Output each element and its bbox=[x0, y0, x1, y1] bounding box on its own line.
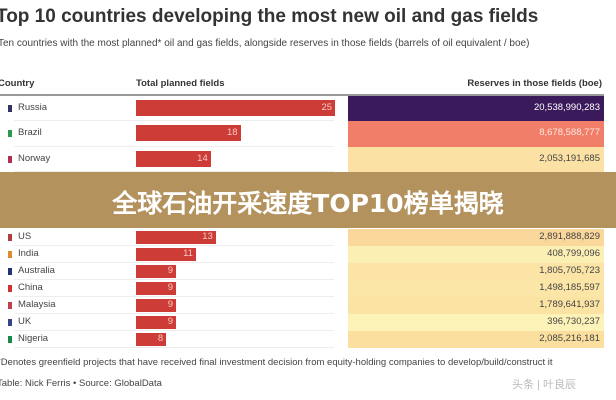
fields-bar: 9 bbox=[136, 282, 177, 295]
fields-bar: 11 bbox=[136, 248, 196, 261]
reserves-cell: 1,498,185,597 bbox=[348, 280, 604, 297]
row-divider bbox=[14, 171, 334, 173]
table-row: Nigeria 8 2,085,216,181 bbox=[0, 331, 604, 348]
fields-bar: 9 bbox=[136, 316, 177, 329]
country-name: Norway bbox=[18, 152, 51, 164]
table-row: UK 9 396,730,237 bbox=[0, 314, 604, 331]
footnote: *Denotes greenfield projects that have r… bbox=[0, 357, 553, 368]
fields-value: 14 bbox=[197, 152, 208, 164]
table-row: Russia 25 20,538,990,283 bbox=[0, 96, 604, 122]
fields-value: 9 bbox=[167, 282, 174, 293]
country-name: Nigeria bbox=[18, 333, 49, 344]
table-row: Norway 14 2,053,191,685 bbox=[0, 146, 604, 173]
reserves-value: 1,805,705,723 bbox=[539, 265, 600, 276]
credit: Table: Nick Ferris • Source: GlobalData bbox=[0, 378, 162, 389]
row-divider bbox=[14, 245, 334, 246]
fields-value: 9 bbox=[167, 316, 174, 327]
chart-subtitle: Ten countries with the most planned* oil… bbox=[0, 38, 530, 49]
column-header-fields: Total planned fields bbox=[136, 78, 225, 89]
country-name: UK bbox=[18, 316, 32, 327]
fields-bar: 9 bbox=[136, 299, 177, 312]
fields-value: 25 bbox=[321, 102, 333, 113]
reserves-value: 8,678,588,777 bbox=[539, 127, 600, 139]
flag-icon bbox=[8, 336, 12, 343]
fields-bar: 8 bbox=[136, 333, 167, 346]
reserves-cell: 396,730,237 bbox=[348, 314, 604, 331]
row-divider bbox=[14, 313, 334, 314]
row-divider bbox=[14, 120, 334, 122]
flag-icon bbox=[8, 234, 12, 241]
table-row: China 9 1,498,185,597 bbox=[0, 280, 604, 297]
reserves-cell: 8,678,588,777 bbox=[348, 121, 604, 147]
reserves-cell: 1,789,641,937 bbox=[348, 297, 604, 314]
country-name: US bbox=[18, 231, 32, 242]
reserves-value: 408,799,096 bbox=[547, 248, 600, 259]
header-divider bbox=[0, 94, 604, 96]
country-name: Russia bbox=[18, 102, 48, 113]
fields-bar: 14 bbox=[136, 150, 211, 167]
reserves-cell: 1,805,705,723 bbox=[348, 263, 604, 280]
fields-bar: 18 bbox=[136, 125, 241, 142]
flag-icon bbox=[8, 251, 12, 258]
table-row: US 13 2,891,888,829 bbox=[0, 229, 604, 246]
fields-value: 9 bbox=[167, 265, 174, 276]
watermark: 头条 | 叶良辰 bbox=[512, 379, 576, 391]
fields-bar: 13 bbox=[136, 231, 216, 244]
row-divider bbox=[14, 330, 334, 331]
column-header-country: Country bbox=[0, 78, 35, 89]
column-header-reserves: Reserves in those fields (boe) bbox=[467, 78, 602, 89]
row-divider bbox=[14, 347, 334, 348]
table-row: Australia 9 1,805,705,723 bbox=[0, 263, 604, 280]
fields-value: 8 bbox=[157, 333, 164, 344]
fields-bar: 25 bbox=[136, 100, 336, 116]
country-name: India bbox=[18, 248, 39, 259]
table-row: India 11 408,799,096 bbox=[0, 246, 604, 263]
country-name: Brazil bbox=[18, 127, 42, 139]
flag-icon bbox=[8, 155, 12, 163]
fields-value: 11 bbox=[183, 248, 193, 259]
fields-value: 18 bbox=[226, 127, 238, 139]
reserves-cell: 2,053,191,685 bbox=[348, 146, 604, 173]
overlay-banner: 全球石油开采速度TOP10榜单揭晓 bbox=[0, 172, 616, 228]
country-name: Australia bbox=[18, 265, 55, 276]
flag-icon bbox=[8, 105, 12, 112]
flag-icon bbox=[8, 268, 12, 275]
reserves-value: 396,730,237 bbox=[547, 316, 600, 327]
fields-value: 9 bbox=[167, 299, 174, 310]
row-divider bbox=[14, 145, 334, 147]
reserves-cell: 408,799,096 bbox=[348, 246, 604, 263]
reserves-value: 2,891,888,829 bbox=[539, 231, 600, 242]
table-row: Brazil 18 8,678,588,777 bbox=[0, 121, 604, 147]
reserves-value: 1,498,185,597 bbox=[539, 282, 600, 293]
flag-icon bbox=[8, 285, 12, 292]
flag-icon bbox=[8, 130, 12, 138]
table-row: Malaysia 9 1,789,641,937 bbox=[0, 297, 604, 314]
flag-icon bbox=[8, 319, 12, 326]
country-name: China bbox=[18, 282, 43, 293]
flag-icon bbox=[8, 302, 12, 309]
fields-bar: 9 bbox=[136, 265, 177, 278]
chart-title: Top 10 countries developing the most new… bbox=[0, 6, 539, 27]
reserves-cell: 2,085,216,181 bbox=[348, 331, 604, 348]
reserves-value: 1,789,641,937 bbox=[539, 299, 600, 310]
reserves-value: 20,538,990,283 bbox=[533, 102, 600, 113]
fields-value: 13 bbox=[202, 231, 213, 242]
reserves-value: 2,085,216,181 bbox=[539, 333, 600, 344]
reserves-cell: 20,538,990,283 bbox=[348, 96, 604, 122]
row-divider bbox=[14, 262, 334, 263]
reserves-cell: 2,891,888,829 bbox=[348, 229, 604, 246]
reserves-value: 2,053,191,685 bbox=[539, 152, 600, 164]
overlay-title: 全球石油开采速度TOP10榜单揭晓 bbox=[112, 189, 504, 218]
country-name: Malaysia bbox=[18, 299, 56, 310]
row-divider bbox=[14, 296, 334, 297]
row-divider bbox=[14, 279, 334, 280]
